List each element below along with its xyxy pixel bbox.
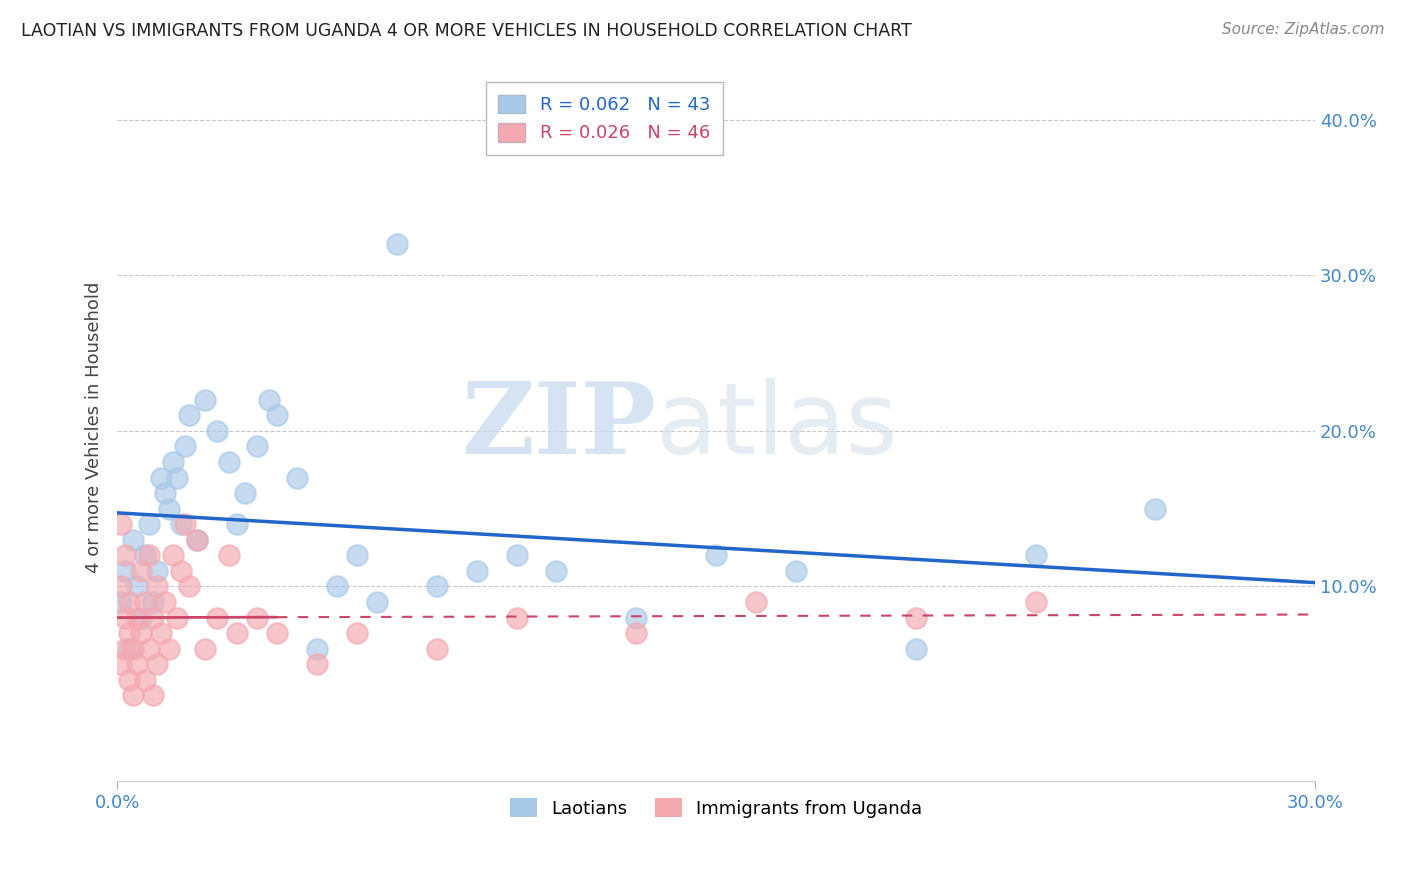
Point xyxy=(346,626,368,640)
Point xyxy=(233,486,256,500)
Point xyxy=(166,610,188,624)
Point xyxy=(904,641,927,656)
Point xyxy=(146,564,169,578)
Point xyxy=(745,595,768,609)
Point xyxy=(194,641,217,656)
Point xyxy=(626,610,648,624)
Point xyxy=(366,595,388,609)
Point xyxy=(326,579,349,593)
Text: ZIP: ZIP xyxy=(461,378,657,475)
Point xyxy=(129,626,152,640)
Point xyxy=(218,549,240,563)
Point xyxy=(134,549,156,563)
Point xyxy=(122,533,145,547)
Point xyxy=(122,689,145,703)
Point xyxy=(110,579,132,593)
Point xyxy=(153,486,176,500)
Point xyxy=(114,549,136,563)
Point xyxy=(142,610,165,624)
Point xyxy=(146,657,169,672)
Text: atlas: atlas xyxy=(657,378,898,475)
Point xyxy=(142,689,165,703)
Point xyxy=(704,549,727,563)
Point xyxy=(218,455,240,469)
Point xyxy=(114,610,136,624)
Point xyxy=(174,439,197,453)
Point xyxy=(110,517,132,532)
Point xyxy=(170,564,193,578)
Point xyxy=(426,641,449,656)
Text: LAOTIAN VS IMMIGRANTS FROM UGANDA 4 OR MORE VEHICLES IN HOUSEHOLD CORRELATION CH: LAOTIAN VS IMMIGRANTS FROM UGANDA 4 OR M… xyxy=(21,22,912,40)
Point xyxy=(626,626,648,640)
Point xyxy=(426,579,449,593)
Point xyxy=(134,595,156,609)
Point xyxy=(114,564,136,578)
Point xyxy=(127,610,149,624)
Point xyxy=(162,455,184,469)
Point xyxy=(150,470,173,484)
Point xyxy=(246,439,269,453)
Point xyxy=(129,610,152,624)
Point xyxy=(226,626,249,640)
Point xyxy=(157,501,180,516)
Y-axis label: 4 or more Vehicles in Household: 4 or more Vehicles in Household xyxy=(86,281,103,573)
Point xyxy=(305,641,328,656)
Point xyxy=(266,409,288,423)
Point xyxy=(118,641,141,656)
Point xyxy=(142,595,165,609)
Point xyxy=(166,470,188,484)
Point xyxy=(118,673,141,687)
Point xyxy=(257,392,280,407)
Point xyxy=(305,657,328,672)
Text: Source: ZipAtlas.com: Source: ZipAtlas.com xyxy=(1222,22,1385,37)
Point xyxy=(205,610,228,624)
Point xyxy=(266,626,288,640)
Legend: Laotians, Immigrants from Uganda: Laotians, Immigrants from Uganda xyxy=(503,791,929,825)
Point xyxy=(385,237,408,252)
Point xyxy=(138,549,160,563)
Point xyxy=(346,549,368,563)
Point xyxy=(162,549,184,563)
Point xyxy=(186,533,208,547)
Point xyxy=(505,610,527,624)
Point xyxy=(546,564,568,578)
Point xyxy=(157,641,180,656)
Point xyxy=(174,517,197,532)
Point xyxy=(110,595,132,609)
Point xyxy=(785,564,807,578)
Point xyxy=(127,579,149,593)
Point xyxy=(1144,501,1167,516)
Point xyxy=(138,517,160,532)
Point xyxy=(246,610,269,624)
Point xyxy=(134,673,156,687)
Point xyxy=(1025,549,1047,563)
Point xyxy=(114,641,136,656)
Point xyxy=(205,424,228,438)
Point xyxy=(118,626,141,640)
Point xyxy=(177,579,200,593)
Point xyxy=(153,595,176,609)
Point xyxy=(505,549,527,563)
Point xyxy=(177,409,200,423)
Point xyxy=(285,470,308,484)
Point xyxy=(194,392,217,407)
Point xyxy=(129,564,152,578)
Point xyxy=(170,517,193,532)
Point xyxy=(146,579,169,593)
Point xyxy=(904,610,927,624)
Point xyxy=(465,564,488,578)
Point xyxy=(226,517,249,532)
Point xyxy=(110,657,132,672)
Point xyxy=(150,626,173,640)
Point xyxy=(122,641,145,656)
Point xyxy=(1025,595,1047,609)
Point xyxy=(127,657,149,672)
Point xyxy=(138,641,160,656)
Point xyxy=(186,533,208,547)
Point xyxy=(118,595,141,609)
